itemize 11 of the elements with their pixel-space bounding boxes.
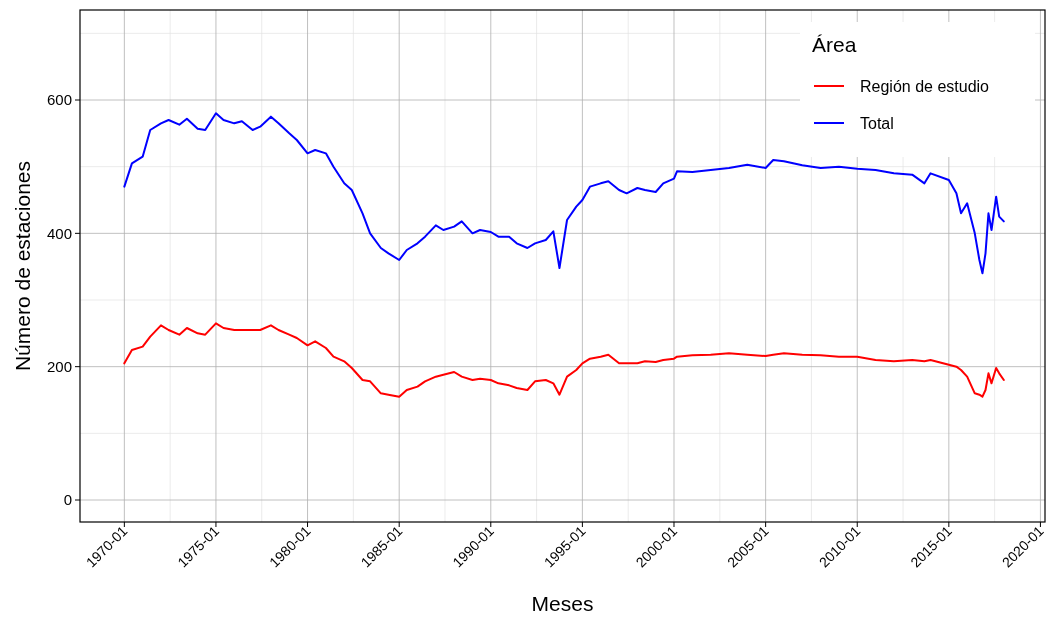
y-tick-label: 400 bbox=[46, 224, 72, 242]
line-series bbox=[123, 322, 1005, 398]
y-axis-title: Número de estaciones bbox=[11, 160, 34, 372]
line-series bbox=[123, 112, 1005, 275]
legend-title: Área bbox=[812, 33, 857, 56]
x-axis-title: Meses bbox=[531, 592, 594, 615]
y-tick-label: 600 bbox=[46, 91, 72, 109]
y-tick-label: 200 bbox=[46, 357, 72, 375]
legend-label: Total bbox=[860, 114, 894, 132]
y-tick-label: 0 bbox=[63, 491, 72, 509]
legend-label: Región de estudio bbox=[860, 77, 990, 95]
